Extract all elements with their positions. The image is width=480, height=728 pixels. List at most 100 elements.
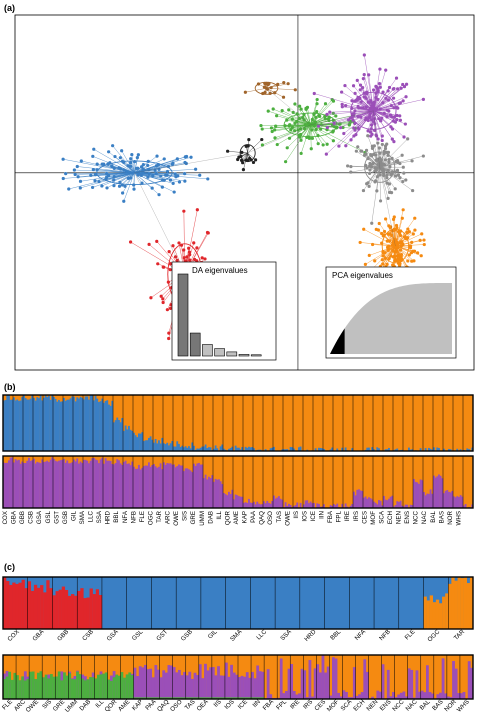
- spoke: [385, 218, 396, 247]
- data-point: [349, 164, 353, 169]
- row-c2-bar: [345, 691, 348, 699]
- data-point: [358, 240, 362, 245]
- pop-label: ARC: [165, 510, 172, 524]
- row-b2-bar: [144, 465, 147, 508]
- data-point: [167, 336, 171, 341]
- data-point: [340, 90, 344, 94]
- spoke: [308, 124, 311, 137]
- data-point: [162, 157, 166, 161]
- row-c2-bar: [342, 690, 346, 699]
- pca-eigen-title: PCA eigenvalues: [332, 271, 393, 280]
- row-c2-bar: [196, 697, 200, 699]
- row-b1-bar: [429, 448, 432, 451]
- pop-label: SCA: [378, 510, 385, 524]
- row-c2-bar: [198, 664, 202, 699]
- pop-label: GBB: [56, 628, 70, 642]
- row-b1-bar: [298, 447, 300, 451]
- row-b2-bar: [443, 493, 445, 508]
- spoke: [357, 99, 374, 111]
- row-b1-bar: [281, 449, 284, 451]
- row-b2-bar: [264, 503, 267, 508]
- row-b1-bar: [378, 448, 380, 451]
- da-eigen-bar: [238, 354, 250, 357]
- row-b2-bar: [246, 502, 249, 508]
- row-b1-bar: [136, 437, 139, 451]
- spoke: [379, 148, 386, 168]
- row-b1-bar: [174, 446, 177, 451]
- spoke: [74, 169, 135, 174]
- row-b2-bar: [333, 504, 335, 508]
- row-c2-bar: [8, 671, 12, 699]
- row-b1-bar: [79, 396, 82, 451]
- data-point: [382, 173, 386, 177]
- row-c2-bar: [305, 697, 309, 699]
- pop-label: GSL: [45, 510, 52, 523]
- spoke: [123, 172, 135, 202]
- row-c1-bar: [80, 588, 84, 629]
- row-c2-bar: [227, 676, 231, 699]
- row-c2-bar: [78, 674, 82, 699]
- row-b2-bar: [41, 459, 44, 508]
- row-b1-bar: [329, 449, 332, 451]
- data-point: [396, 258, 400, 263]
- row-c2-bar: [123, 677, 126, 699]
- data-point: [404, 178, 408, 182]
- data-point: [377, 117, 381, 121]
- data-point: [375, 85, 379, 89]
- row-b2-bar: [286, 505, 289, 508]
- pop-label: NCC: [413, 510, 420, 524]
- data-point: [365, 166, 369, 170]
- pop-label: SSA: [96, 510, 103, 523]
- row-b1-bar: [33, 397, 35, 451]
- row-c2-bar: [151, 697, 155, 699]
- row-c1-bar: [6, 581, 10, 629]
- row-c2-bar: [298, 693, 301, 699]
- pop-label: OSO: [169, 698, 184, 713]
- pop-label: ICE: [237, 698, 249, 710]
- data-point: [378, 151, 382, 155]
- row-b2-bar: [404, 504, 407, 508]
- data-point: [331, 139, 335, 143]
- spoke: [247, 152, 254, 163]
- structure-plot-c: COX GBA GBB CSB GSA GSL GST GSB GIL SMA LLC SSA HRD B…: [1, 576, 474, 714]
- data-point: [361, 86, 365, 90]
- row-c1-bar: [61, 586, 66, 629]
- row-c2-bar: [300, 668, 304, 699]
- pop-label: TAS: [184, 698, 197, 711]
- data-point: [155, 154, 159, 158]
- row-c1-bar: [33, 584, 38, 629]
- row-b1-bar: [34, 400, 37, 451]
- data-point: [120, 149, 124, 153]
- row-b2-bar: [331, 505, 334, 508]
- data-point: [274, 124, 278, 128]
- spoke: [101, 172, 135, 187]
- data-point: [376, 228, 380, 232]
- row-b2-bar: [108, 460, 110, 508]
- data-point: [112, 178, 116, 182]
- row-b2-bar: [14, 459, 17, 508]
- row-c2-bar: [332, 657, 335, 699]
- data-point: [139, 173, 143, 177]
- row-b2-bar: [43, 461, 45, 508]
- row-c2-bar: [204, 663, 207, 699]
- row-c1-bar: [423, 596, 427, 629]
- row-b1-bar: [59, 401, 62, 451]
- row-b1-bar: [438, 448, 440, 451]
- data-point: [362, 73, 366, 77]
- row-c1-bar: [95, 589, 100, 629]
- spoke: [310, 124, 334, 141]
- row-b1-bar: [291, 447, 294, 451]
- cluster-link: [247, 124, 311, 154]
- row-b2-bar: [234, 494, 237, 508]
- row-c2-bar: [238, 697, 241, 699]
- pop-label: NOR: [447, 510, 454, 524]
- row-b2-bar: [414, 481, 417, 508]
- row-b2-bar: [94, 459, 97, 508]
- data-point: [368, 130, 373, 134]
- data-point: [359, 149, 363, 153]
- row-b2-bar: [3, 462, 5, 508]
- data-point: [91, 154, 95, 158]
- row-c2-bar: [157, 697, 160, 699]
- row-c1-bar: [454, 580, 458, 629]
- row-c2-bar: [86, 679, 90, 699]
